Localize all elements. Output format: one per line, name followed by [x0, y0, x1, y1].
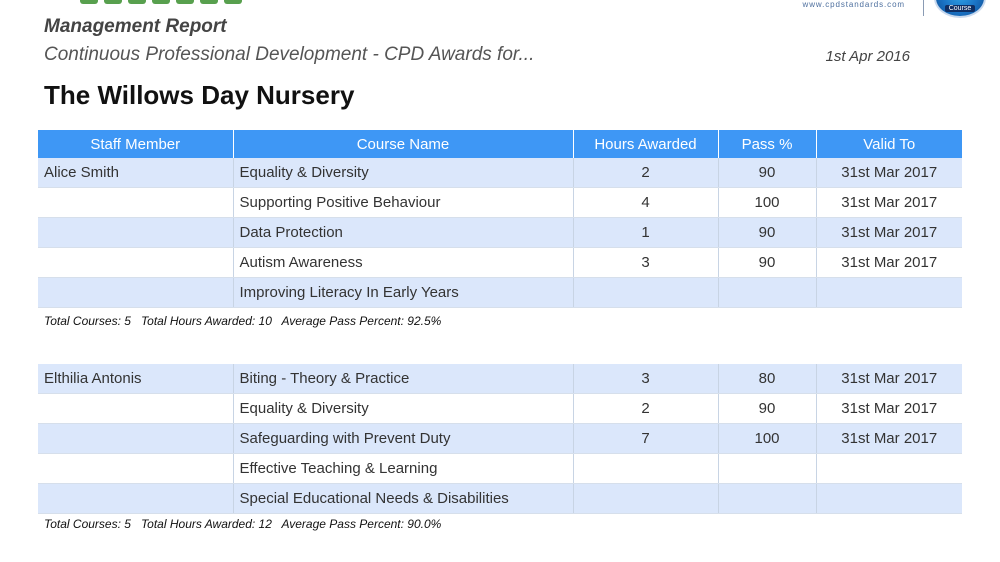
pass-cell: 80	[718, 364, 817, 394]
hours-cell: 1	[573, 217, 719, 248]
pass-cell	[718, 453, 817, 484]
table-row: Data Protection 1 90 31st Mar 2017	[38, 217, 962, 248]
table-row: Autism Awareness 3 90 31st Mar 2017	[38, 247, 962, 278]
organisation-name: The Willows Day Nursery	[44, 80, 355, 110]
hours-cell: 4	[573, 187, 719, 218]
valid-to-cell: 31st Mar 2017	[816, 393, 962, 424]
valid-to-cell: 31st Mar 2017	[816, 364, 962, 394]
report-heading: Management Report	[44, 16, 227, 37]
staff-member-cell: Alice Smith	[38, 158, 234, 188]
pass-cell	[718, 277, 817, 308]
table-row: Improving Literacy In Early Years	[38, 277, 962, 308]
header-hours-awarded: Hours Awarded	[573, 130, 719, 158]
cpd-seal-icon: Course	[934, 0, 986, 18]
course-name-cell: Equality & Diversity	[233, 393, 574, 424]
course-name-cell: Improving Literacy In Early Years	[233, 277, 574, 308]
course-name-cell: Supporting Positive Behaviour	[233, 187, 574, 218]
table-row: Alice Smith Equality & Diversity 2 90 31…	[38, 158, 962, 188]
valid-to-cell	[816, 453, 962, 484]
staff-summary: Total Courses: 5 Total Hours Awarded: 12…	[44, 517, 442, 531]
header-course-name: Course Name	[233, 130, 574, 158]
hours-cell: 2	[573, 158, 719, 188]
pass-cell: 90	[718, 217, 817, 248]
staff-member-cell	[38, 393, 234, 424]
table-row: Supporting Positive Behaviour 4 100 31st…	[38, 187, 962, 218]
staff-member-cell: Elthilia Antonis	[38, 364, 234, 394]
valid-to-cell: 31st Mar 2017	[816, 423, 962, 454]
hours-cell: 3	[573, 247, 719, 278]
valid-to-cell: 31st Mar 2017	[816, 217, 962, 248]
staff-summary: Total Courses: 5 Total Hours Awarded: 10…	[44, 314, 442, 328]
course-name-cell: Special Educational Needs & Disabilities	[233, 483, 574, 514]
report-date: 1st Apr 2016	[825, 48, 911, 65]
cpd-brand: www.cpdstandards.com Course	[802, 0, 986, 18]
report-subtitle: Continuous Professional Development - CP…	[44, 44, 535, 65]
seal-word: Course	[944, 5, 976, 12]
valid-to-cell: 31st Mar 2017	[816, 247, 962, 278]
valid-to-cell: 31st Mar 2017	[816, 158, 962, 188]
staff-member-cell	[38, 247, 234, 278]
hours-cell	[573, 453, 719, 484]
staff-member-cell	[38, 187, 234, 218]
course-name-cell: Equality & Diversity	[233, 158, 574, 188]
pass-cell: 100	[718, 187, 817, 218]
table-row: Elthilia Antonis Biting - Theory & Pract…	[38, 364, 962, 394]
table-row: Safeguarding with Prevent Duty 7 100 31s…	[38, 423, 962, 454]
hours-cell: 3	[573, 364, 719, 394]
staff-member-cell	[38, 483, 234, 514]
brand-divider	[923, 0, 924, 16]
staff-member-cell	[38, 277, 234, 308]
brand-url: www.cpdstandards.com	[802, 0, 905, 9]
table-row: Equality & Diversity 2 90 31st Mar 2017	[38, 393, 962, 424]
staff-courses-table-elthilia: Elthilia Antonis Biting - Theory & Pract…	[38, 364, 962, 514]
table-row: Special Educational Needs & Disabilities	[38, 483, 962, 514]
header-staff-member: Staff Member	[38, 130, 234, 158]
staff-member-cell	[38, 423, 234, 454]
pass-cell: 100	[718, 423, 817, 454]
hours-cell	[573, 277, 719, 308]
hours-cell: 7	[573, 423, 719, 454]
header-valid-to: Valid To	[816, 130, 962, 158]
hours-cell: 2	[573, 393, 719, 424]
table-header-row: Staff Member Course Name Hours Awarded P…	[38, 130, 962, 158]
header-pass-percent: Pass %	[718, 130, 817, 158]
course-name-cell: Autism Awareness	[233, 247, 574, 278]
valid-to-cell	[816, 277, 962, 308]
staff-courses-table-alice: Staff Member Course Name Hours Awarded P…	[38, 130, 962, 308]
course-name-cell: Safeguarding with Prevent Duty	[233, 423, 574, 454]
pass-cell: 90	[718, 247, 817, 278]
pass-cell	[718, 483, 817, 514]
company-logo-fragment	[80, 0, 320, 4]
hours-cell	[573, 483, 719, 514]
pass-cell: 90	[718, 393, 817, 424]
staff-member-cell	[38, 453, 234, 484]
course-name-cell: Biting - Theory & Practice	[233, 364, 574, 394]
pass-cell: 90	[718, 158, 817, 188]
table-row: Effective Teaching & Learning	[38, 453, 962, 484]
course-name-cell: Effective Teaching & Learning	[233, 453, 574, 484]
valid-to-cell: 31st Mar 2017	[816, 187, 962, 218]
valid-to-cell	[816, 483, 962, 514]
course-name-cell: Data Protection	[233, 217, 574, 248]
staff-member-cell	[38, 217, 234, 248]
